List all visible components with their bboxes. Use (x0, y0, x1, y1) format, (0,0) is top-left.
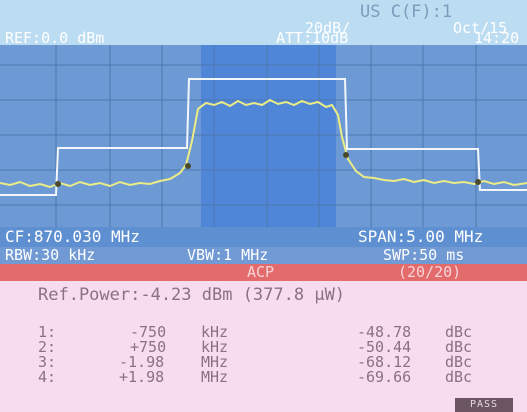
row-offset: -1.98 (119, 353, 165, 371)
ref-power-readout: Ref.Power:-4.23 dBm (377.8 µW) (38, 285, 346, 305)
time-label: 14:20 (474, 29, 520, 47)
acp-results-panel: Ref.Power:-4.23 dBm (377.8 µW) 1: -750 k… (0, 281, 527, 412)
pass-badge: PASS (455, 398, 513, 412)
channel-label: US C(F):1 (360, 2, 453, 22)
ref-level-label: REF:0.0 dBm (5, 29, 105, 47)
row-value: -68.12 (357, 353, 412, 371)
row-value: -69.66 (357, 368, 412, 386)
vbw-label: VBW:1 MHz (187, 246, 269, 264)
row-offset: +1.98 (119, 368, 165, 386)
date-label: Oct/15 (453, 19, 508, 37)
row-offset: -750 (130, 323, 167, 341)
row-index: 4: (38, 368, 57, 386)
acp-count: (20/20) (398, 263, 462, 281)
spectrum-plot (0, 45, 527, 227)
rbw-label: RBW:30 kHz (5, 246, 96, 264)
row-value: -50.44 (357, 338, 412, 356)
sweep-label: SWP:50 ms (383, 246, 465, 264)
row-offset-unit: kHz (201, 338, 229, 356)
attenuation-label: ATT:10dB (276, 29, 349, 47)
scale-label: 20dB/ (305, 19, 351, 37)
row-unit: dBc (445, 323, 473, 341)
marker-points (55, 152, 481, 187)
row-value: -48.78 (357, 323, 412, 341)
spectrum-trace (0, 98, 527, 189)
span-label: SPAN:5.00 MHz (358, 227, 484, 246)
acp-title: ACP (247, 263, 275, 281)
limit-mask (0, 78, 527, 196)
row-index: 2: (38, 338, 57, 356)
graticule (0, 45, 527, 227)
row-offset-unit: MHz (201, 368, 229, 386)
row-unit: dBc (445, 353, 473, 371)
row-offset-unit: MHz (201, 353, 229, 371)
row-unit: dBc (445, 368, 473, 386)
channel-band (201, 45, 336, 227)
row-offset-unit: kHz (201, 323, 229, 341)
acp-title-bar (0, 264, 527, 281)
row-index: 1: (38, 323, 57, 341)
bandwidth-bar (0, 247, 527, 264)
row-unit: dBc (445, 338, 473, 356)
center-freq-bar (0, 227, 527, 247)
row-index: 3: (38, 353, 57, 371)
center-freq-label: CF:870.030 MHz (5, 227, 140, 246)
row-offset: +750 (130, 338, 167, 356)
